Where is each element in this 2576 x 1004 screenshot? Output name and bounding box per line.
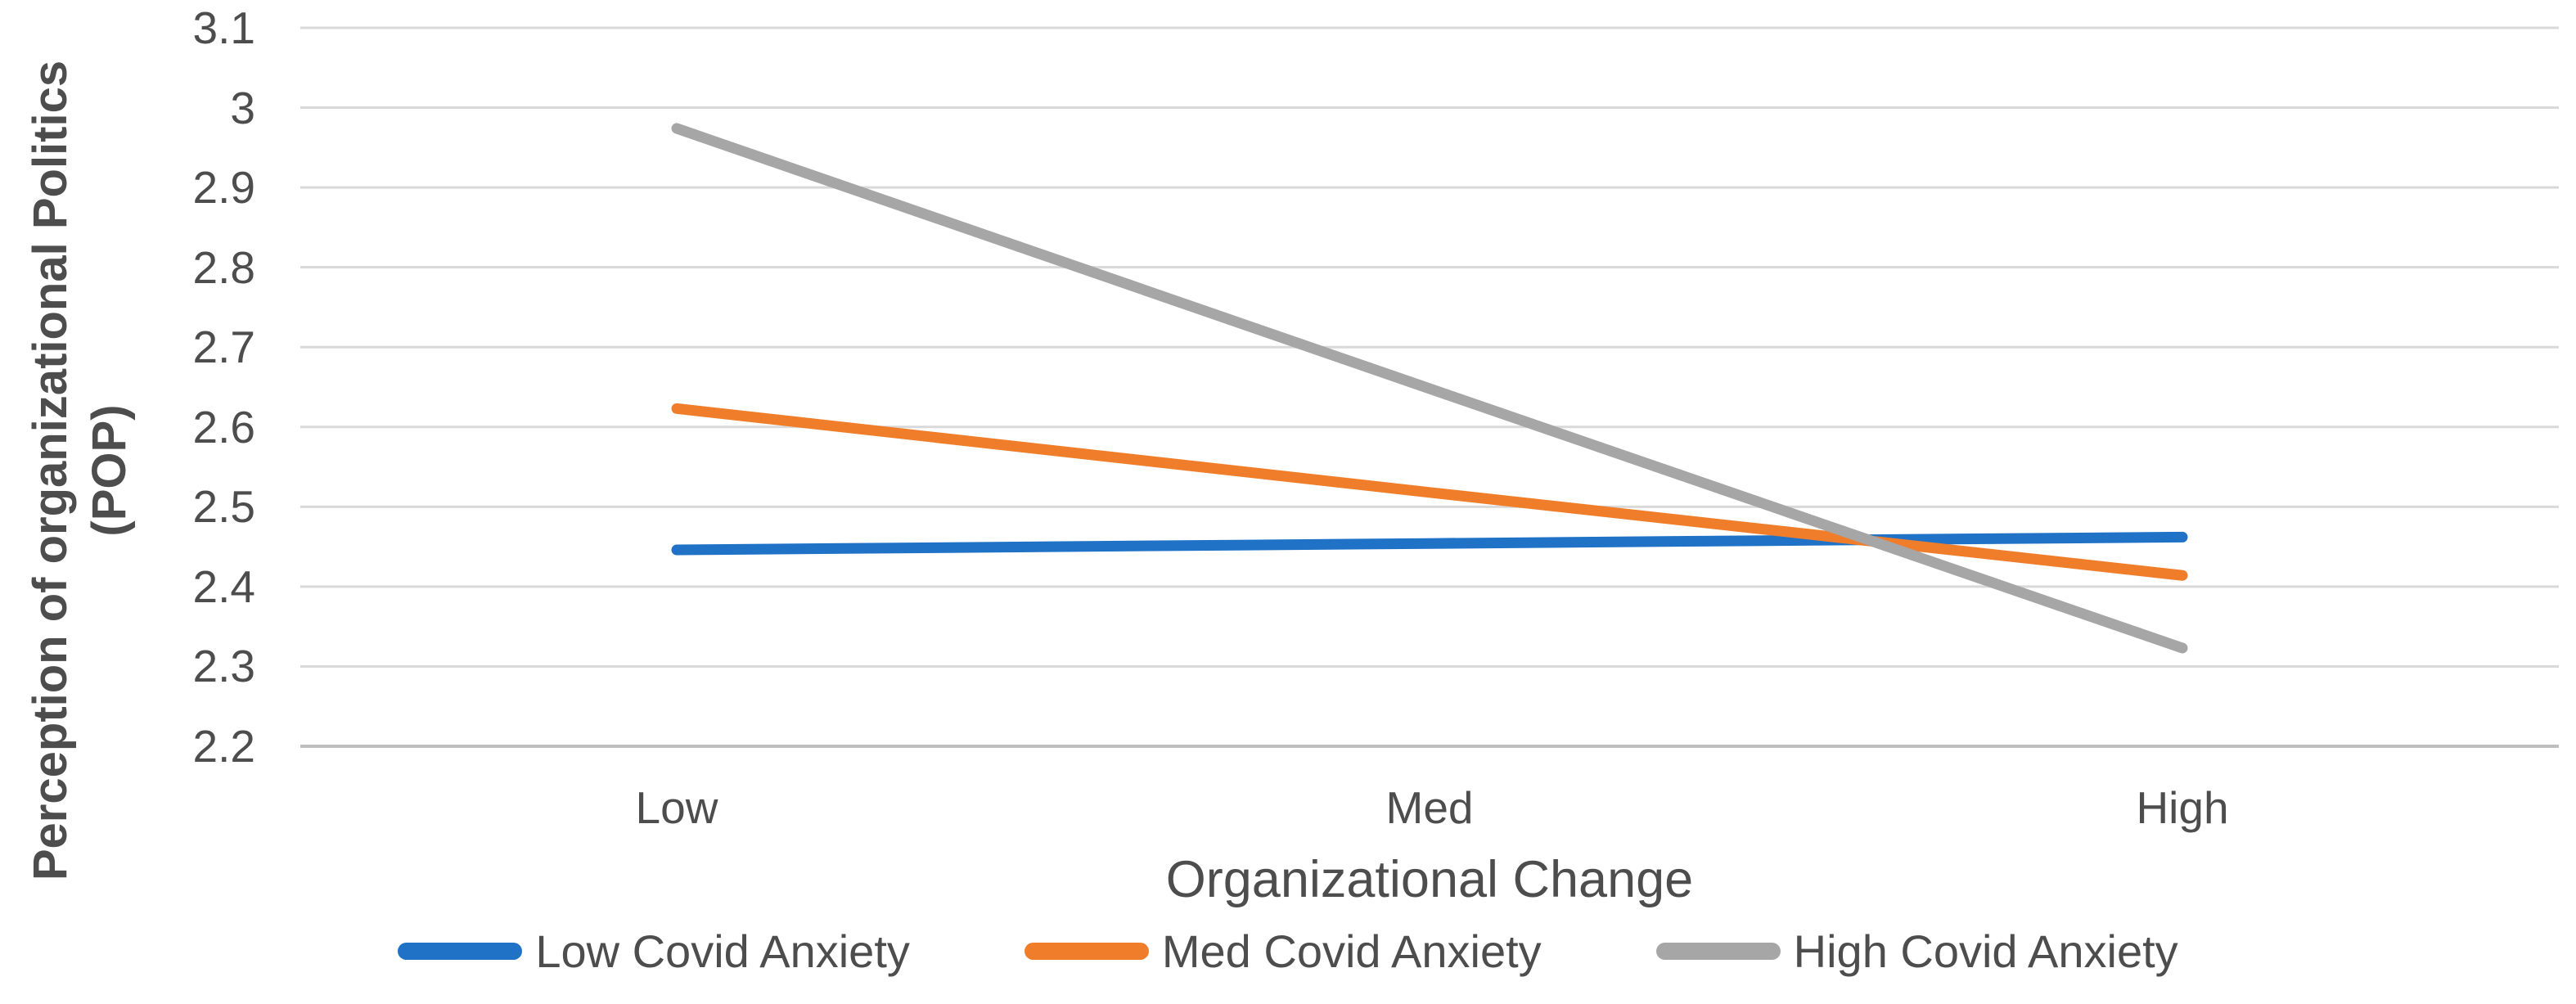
y-axis-tick-label: 2.2	[192, 721, 255, 772]
series-line-med-covid-anxiety	[671, 403, 2188, 581]
y-axis-tick-label: 3	[230, 82, 255, 133]
legend-swatch-icon	[398, 942, 523, 960]
y-axis-tick-label: 2.6	[192, 401, 255, 452]
x-axis-category-label-med: Med	[1385, 782, 1474, 833]
y-axis-tick-label: 2.5	[192, 481, 255, 533]
x-axis-title: Organizational Change	[1165, 851, 1694, 908]
series-line-high-covid-anxiety	[671, 123, 2188, 654]
y-axis-tick-label: 2.7	[192, 322, 255, 373]
legend-item-high-covid-anxiety: High Covid Anxiety	[1655, 925, 2178, 978]
y-axis-tick-label: 3.1	[192, 2, 255, 53]
legend-item-med-covid-anxiety: Med Covid Anxiety	[1024, 925, 1542, 978]
x-axis-category-label-low: Low	[635, 782, 718, 833]
x-axis-category-label-high: High	[2136, 782, 2229, 833]
legend-label: High Covid Anxiety	[1793, 925, 2178, 977]
legend-swatch-icon	[1024, 942, 1149, 960]
y-axis-tick-label: 2.3	[192, 641, 255, 692]
legend-item-low-covid-anxiety: Low Covid Anxiety	[398, 925, 910, 978]
legend-swatch-icon	[1655, 942, 1781, 960]
y-axis-tick-label: 2.8	[192, 241, 255, 293]
y-axis-tick-label: 2.4	[192, 561, 255, 612]
series-line-low-covid-anxiety	[671, 531, 2188, 556]
legend: Low Covid Anxiety Med Covid Anxiety High C…	[0, 918, 2576, 984]
legend-label: Med Covid Anxiety	[1161, 925, 1542, 977]
legend-label: Low Covid Anxiety	[535, 925, 910, 977]
y-axis-tick-label: 2.9	[192, 162, 255, 214]
